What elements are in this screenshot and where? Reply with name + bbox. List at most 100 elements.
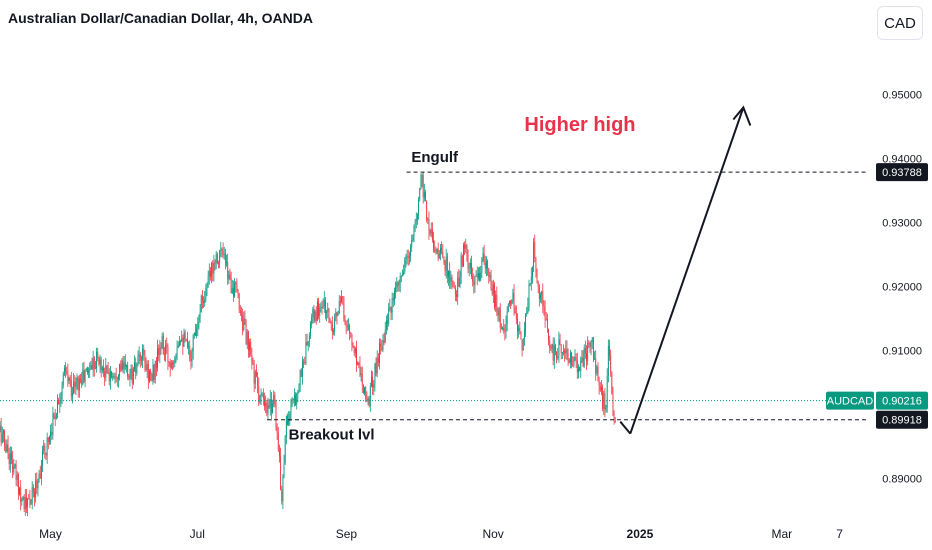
price-axis[interactable]: 0.960000.950000.940000.930000.920000.910… <box>868 0 932 550</box>
candle-body <box>509 300 510 304</box>
candle-body <box>0 425 2 443</box>
candle-body <box>211 262 213 277</box>
candle-body <box>486 260 487 269</box>
candle-body <box>428 219 430 232</box>
candle-body <box>476 274 478 278</box>
candle-body <box>521 339 523 351</box>
candle-body <box>555 345 556 352</box>
candle-body <box>584 347 586 354</box>
candle-body <box>598 380 600 386</box>
candle-body <box>118 376 119 379</box>
candle-body <box>28 498 30 500</box>
level-price-badge-text: 0.93788 <box>882 167 922 179</box>
candle-body <box>98 357 100 365</box>
candle-body <box>365 387 367 400</box>
candle-body <box>49 436 50 443</box>
candle-body <box>274 394 276 404</box>
candle-body <box>188 345 190 347</box>
candle-body <box>288 419 290 425</box>
candle-body <box>122 360 124 370</box>
candle-body <box>433 240 434 250</box>
candle-body <box>275 403 277 428</box>
candle-body <box>537 282 539 287</box>
time-axis[interactable]: May Jul Sep Nov 2025 Mar 7 <box>39 527 843 541</box>
candle-body <box>374 363 376 384</box>
candle-body <box>438 253 440 259</box>
candle-body <box>198 318 200 322</box>
candle-body <box>357 362 359 365</box>
candle-body <box>371 376 372 387</box>
candle-body <box>139 354 141 361</box>
candle-body <box>613 415 615 421</box>
candle-body <box>494 284 495 308</box>
candle-body <box>100 359 102 371</box>
candle-body <box>492 284 494 295</box>
candle-body <box>510 300 512 304</box>
candle-body <box>144 355 146 363</box>
candle-body <box>36 480 38 489</box>
candle-body <box>495 294 497 308</box>
candle-body <box>60 396 62 402</box>
candle-body <box>540 294 541 299</box>
candle-body <box>39 473 41 479</box>
candle-body <box>159 347 161 356</box>
price-tick-label: 0.93000 <box>882 218 922 230</box>
time-tick-label: Sep <box>336 527 358 541</box>
arrow-head-icon <box>732 105 752 126</box>
candle-body <box>414 221 416 225</box>
candle-body <box>191 351 193 362</box>
plot-area[interactable] <box>0 0 868 520</box>
candle-body <box>591 337 593 343</box>
candle-body <box>392 298 394 301</box>
candle-body <box>571 352 572 365</box>
candle-body <box>496 294 498 312</box>
candle-body <box>4 431 6 445</box>
candle-body <box>388 307 390 324</box>
candle-body <box>185 339 187 340</box>
candle-body <box>427 219 429 220</box>
candle-body <box>129 372 131 379</box>
candle-body <box>411 240 413 248</box>
candle-body <box>289 413 291 420</box>
candle-body <box>291 399 293 406</box>
candle-body <box>91 365 93 370</box>
candle-body <box>151 374 153 382</box>
candle-body <box>385 320 387 330</box>
candle-body <box>204 298 206 304</box>
candle-body <box>426 200 428 220</box>
candle-body <box>189 345 191 359</box>
candle-body <box>130 368 132 373</box>
time-tick-label: Nov <box>482 527 503 541</box>
candle-body <box>349 325 351 333</box>
candle-body <box>176 348 178 355</box>
candle-body <box>314 311 316 322</box>
candle-body <box>422 174 424 198</box>
candle-body <box>203 301 204 304</box>
candle-body <box>216 253 218 263</box>
candle-body <box>472 276 474 282</box>
currency-button[interactable]: CAD <box>877 6 923 40</box>
candle-body <box>9 453 11 465</box>
candle-body <box>141 359 142 361</box>
candle-body <box>358 362 360 366</box>
candle-body <box>390 306 392 313</box>
candle-body <box>345 323 347 327</box>
candle-body <box>136 364 138 374</box>
candle-body <box>354 348 356 353</box>
candle-body <box>224 254 226 264</box>
candle-body <box>543 305 545 307</box>
candle-body <box>556 351 558 359</box>
candle-body <box>545 319 547 321</box>
candle-body <box>264 398 265 407</box>
candle-body <box>505 323 507 332</box>
candle-body <box>437 249 439 259</box>
candle-body <box>132 369 134 384</box>
candle-body <box>83 370 85 382</box>
candle-body <box>421 174 423 180</box>
candle-body <box>465 245 467 249</box>
candle-body <box>177 345 179 349</box>
candle-body <box>242 315 244 331</box>
candle-body <box>249 342 250 351</box>
candle-body <box>471 263 472 277</box>
